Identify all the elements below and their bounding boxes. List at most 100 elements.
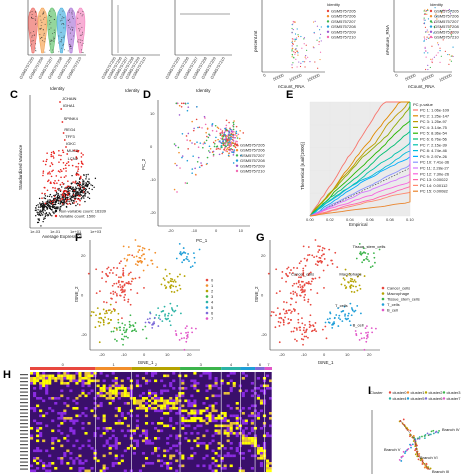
variable-point [76, 157, 78, 160]
qc-point [431, 45, 433, 47]
pca-point [173, 188, 176, 191]
qc-point [294, 52, 296, 54]
nonvariable-point [67, 188, 69, 191]
violin-point [82, 14, 84, 16]
heatmap-cell [202, 457, 206, 460]
tsne-point [302, 338, 305, 341]
violin-point [61, 23, 63, 25]
variable-point [65, 201, 67, 203]
violin-point [33, 34, 35, 36]
tsne-point [375, 327, 377, 330]
heatmap-cell [190, 417, 194, 420]
heatmap-cell [51, 437, 55, 440]
pc-line [309, 191, 411, 217]
tsne-point [136, 292, 139, 295]
panel-b2-x-tick-labels: 0 50000 100000 150000 [262, 72, 321, 83]
pca-point [232, 140, 235, 142]
y-tick-label: -20 [261, 332, 268, 337]
variable-point [41, 197, 43, 200]
heatmap-cell [117, 397, 121, 400]
heatmap-cell [208, 377, 212, 380]
gene-label: MUC2 [67, 148, 79, 153]
pca-point [202, 143, 205, 145]
heatmap-cell [30, 379, 34, 383]
variable-point [42, 170, 45, 173]
nonvariable-point [35, 207, 37, 209]
heatmap-cell [111, 389, 115, 393]
panel-h-cells [30, 372, 273, 473]
heatmap-cell [72, 374, 76, 378]
pca-point [233, 149, 236, 151]
heatmap-cell [253, 442, 257, 445]
heatmap-cell [102, 379, 106, 383]
heatmap-cell [84, 394, 88, 398]
qc-point [291, 32, 293, 34]
pca-point [228, 142, 230, 145]
heatmap-cell [235, 427, 239, 430]
heatmap-cell [154, 407, 158, 410]
heatmap-cell [126, 447, 130, 450]
heatmap-cell [99, 387, 103, 390]
heatmap-cell [48, 407, 52, 410]
tsne-point [366, 334, 369, 336]
tsne-point [354, 309, 357, 312]
violin-point [68, 9, 70, 11]
tsne-point [151, 262, 154, 265]
heatmap-cell [48, 382, 52, 385]
tsne-point [282, 323, 285, 326]
variable-point [70, 159, 73, 161]
heatmap-cell [193, 384, 197, 388]
qc-point [440, 55, 442, 57]
heatmap-cell [99, 394, 103, 398]
qc-point [424, 38, 426, 40]
heatmap-cell [172, 454, 176, 458]
qc-point [291, 64, 293, 66]
tsne-point [121, 333, 124, 336]
tsne-point [361, 252, 364, 255]
qc-point [292, 20, 294, 23]
variable-point [68, 191, 70, 194]
variable-point [68, 185, 71, 188]
cluster-bar-segment [180, 367, 222, 370]
heatmap-cell [193, 409, 197, 413]
qc-point [427, 68, 429, 71]
tsne-point [317, 251, 320, 253]
legend-swatch [442, 391, 446, 394]
cell-type-annotation: Cancer_cells [291, 271, 314, 276]
legend-label: PC 4: 3.14e-75 [420, 125, 448, 130]
heatmap-cell [253, 404, 257, 408]
pca-point [232, 154, 235, 156]
trajectory-point [414, 453, 417, 456]
qc-point [431, 58, 434, 60]
heatmap-cell [241, 457, 245, 460]
tsne-point [355, 285, 357, 288]
heatmap-cell [265, 464, 270, 468]
heatmap-cell [241, 392, 245, 395]
heatmap-cell [241, 429, 245, 433]
heatmap-cell [211, 462, 215, 465]
heatmap-cell [135, 374, 139, 378]
cell-type-annotation: Tissue_stem_cells [353, 244, 386, 249]
heatmap-cell [78, 372, 82, 375]
panel-label-f: F [75, 232, 82, 244]
tsne-point [295, 327, 298, 330]
qc-point [444, 50, 446, 52]
gene-label-placeholder [20, 374, 28, 376]
heatmap-cell [132, 447, 136, 450]
violin-point [31, 17, 33, 19]
variable-point [68, 198, 70, 201]
variable-point [80, 162, 83, 164]
heatmap-cell [223, 447, 227, 450]
tsne-point [105, 301, 108, 304]
tsne-point [363, 348, 366, 351]
legend-label: PC 10: 7.41e-36 [420, 160, 450, 165]
heatmap-cell [196, 437, 200, 440]
heatmap-cell [265, 459, 270, 463]
heatmap-cell [126, 387, 130, 390]
tsne-point [170, 307, 173, 309]
tsne-point [169, 285, 172, 288]
tsne-point [176, 289, 179, 292]
qc-point [447, 53, 449, 56]
variable-point [62, 183, 65, 186]
